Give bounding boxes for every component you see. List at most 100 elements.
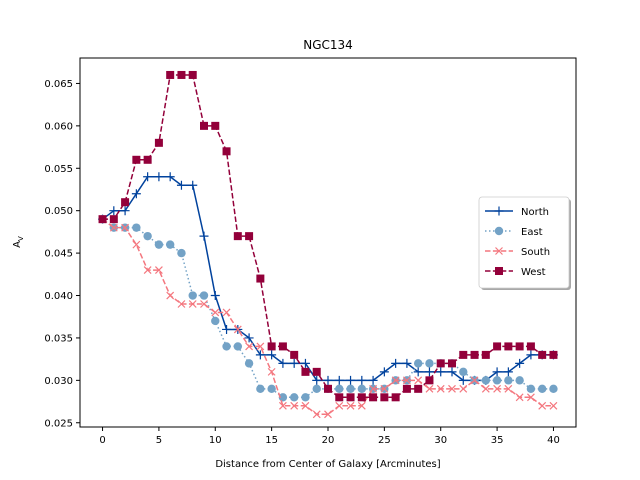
data-point-north: [165, 172, 175, 182]
data-point-west: [200, 121, 208, 130]
data-point-north: [515, 358, 525, 368]
y-axis-label-main: A: [12, 241, 23, 248]
data-point-west: [154, 138, 163, 147]
data-point-north: [447, 367, 457, 377]
data-point-west: [324, 384, 332, 393]
data-point-south: [267, 367, 276, 376]
data-point-west: [481, 350, 490, 359]
data-point-south: [177, 300, 186, 308]
data-point-south: [301, 401, 310, 410]
x-tick-label: 30: [434, 435, 447, 446]
data-point-north: [255, 350, 265, 360]
data-point-north: [368, 375, 378, 385]
data-point-west: [470, 350, 479, 359]
data-point-west: [211, 121, 220, 130]
data-point-west: [188, 70, 197, 79]
x-tick-label: 35: [491, 435, 504, 446]
data-point-south: [233, 325, 242, 334]
data-point-east: [278, 393, 288, 402]
data-point-south: [369, 384, 378, 393]
data-point-west: [549, 350, 558, 359]
data-point-south: [121, 223, 130, 232]
x-tick-label: 40: [547, 435, 560, 446]
data-point-north: [391, 358, 401, 368]
y-tick-label: 0.065: [44, 79, 73, 90]
data-point-west: [515, 342, 524, 351]
data-point-west: [448, 359, 456, 368]
data-point-south: [222, 308, 231, 317]
data-point-north: [143, 172, 153, 182]
x-tick-label: 20: [322, 435, 335, 446]
y-tick-label: 0.035: [44, 333, 73, 344]
data-point-east: [413, 359, 423, 368]
data-point-east: [233, 342, 243, 351]
data-point-north: [334, 375, 344, 385]
series-west: [98, 70, 558, 402]
legend: North East South West: [478, 196, 571, 290]
legend-item-north: North: [485, 206, 549, 218]
x-axis-ticks: 0 5 10 15 20 25 30 35 40: [99, 427, 560, 446]
data-point-north: [244, 333, 254, 343]
data-point-west: [166, 70, 175, 79]
x-tick-label: 0: [99, 435, 105, 446]
data-point-south: [335, 401, 344, 410]
data-point-south: [504, 384, 513, 393]
data-point-west: [256, 274, 265, 283]
data-point-south: [470, 376, 479, 385]
data-point-west: [109, 215, 118, 224]
data-point-south: [414, 376, 423, 385]
data-point-south: [312, 410, 321, 419]
data-point-north: [176, 180, 186, 190]
data-point-north: [492, 367, 502, 377]
series-south: [98, 215, 558, 419]
data-point-east: [504, 376, 513, 385]
data-point-east: [244, 359, 254, 368]
data-point-west: [425, 376, 434, 385]
legend-marker-south: [495, 247, 503, 255]
data-point-south: [538, 401, 547, 410]
data-point-west: [290, 350, 299, 359]
data-point-west: [391, 393, 400, 402]
data-point-east: [537, 384, 547, 394]
series-layer: [98, 70, 558, 419]
data-point-north: [278, 358, 288, 368]
data-point-east: [165, 240, 175, 249]
x-tick-label: 25: [378, 435, 391, 446]
legend-box: [478, 196, 570, 289]
x-tick-label: 10: [209, 435, 222, 446]
data-point-west: [369, 393, 378, 402]
data-point-south: [256, 342, 265, 351]
data-point-south: [188, 300, 197, 308]
data-point-east: [177, 248, 186, 258]
y-tick-label: 0.050: [44, 206, 73, 217]
data-point-west: [233, 232, 242, 241]
data-point-east: [301, 393, 310, 402]
data-point-west: [301, 367, 310, 376]
data-point-north: [346, 375, 356, 385]
legend-marker-east: [494, 226, 504, 236]
data-point-north: [154, 172, 164, 182]
data-point-west: [493, 342, 502, 351]
data-point-west: [436, 359, 445, 368]
data-point-east: [335, 384, 344, 394]
data-point-south: [109, 223, 118, 232]
data-point-west: [414, 384, 423, 393]
data-point-east: [492, 376, 502, 385]
data-point-north: [413, 367, 423, 377]
data-point-west: [312, 367, 321, 376]
data-point-west: [380, 393, 389, 402]
y-tick-label: 0.030: [44, 376, 73, 387]
y-tick-label: 0.045: [44, 249, 73, 260]
data-point-north: [312, 375, 322, 385]
data-point-west: [177, 70, 186, 79]
y-tick-label: 0.025: [44, 418, 73, 429]
data-point-north: [188, 180, 198, 190]
data-point-west: [526, 342, 535, 351]
data-point-south: [324, 410, 332, 419]
x-axis-label: Distance from Center of Galaxy [Arcminut…: [215, 459, 440, 470]
data-point-north: [458, 375, 468, 385]
data-point-west: [143, 155, 152, 164]
legend-marker-west: [495, 267, 503, 275]
legend-item-south: South: [485, 247, 550, 258]
